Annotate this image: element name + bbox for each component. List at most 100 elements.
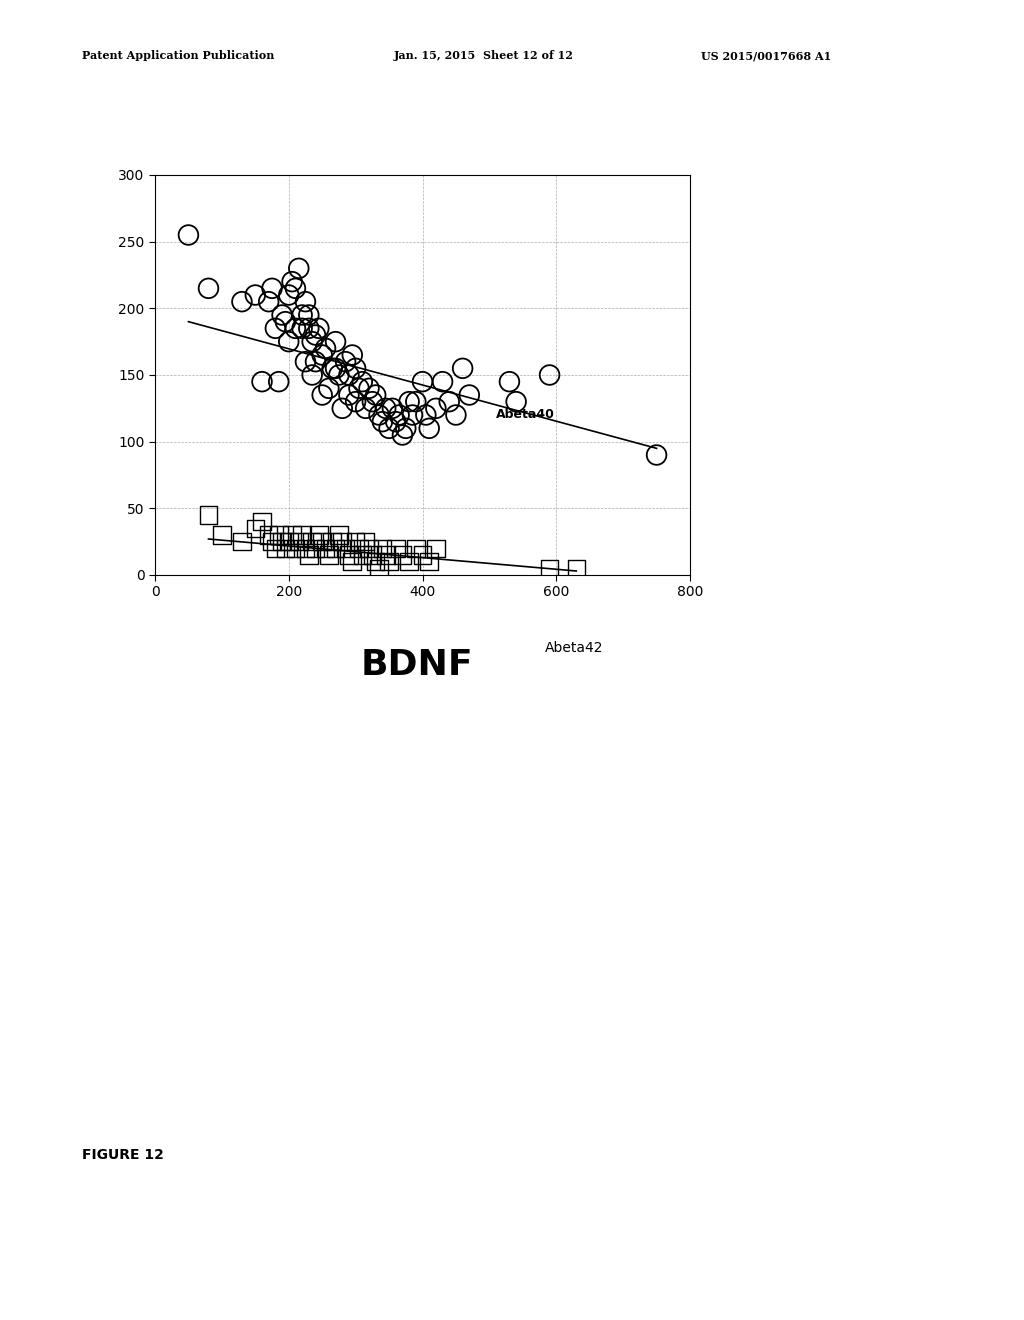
Point	[408, 391, 424, 412]
Point	[281, 331, 297, 352]
Point	[347, 358, 364, 379]
Point	[307, 325, 324, 346]
Point	[461, 384, 477, 405]
Point	[301, 305, 317, 326]
Point	[314, 345, 331, 366]
Point	[294, 524, 310, 545]
Point	[337, 351, 353, 372]
Text: US 2015/0017668 A1: US 2015/0017668 A1	[701, 50, 831, 61]
Point	[347, 531, 364, 552]
Point	[394, 425, 411, 446]
Point	[314, 531, 331, 552]
Point	[371, 558, 387, 579]
Point	[387, 537, 403, 558]
Point	[351, 378, 368, 399]
Point	[378, 544, 394, 565]
Point	[421, 417, 437, 438]
Text: FIGURE 12: FIGURE 12	[82, 1148, 164, 1163]
Point	[368, 552, 384, 573]
Point	[408, 537, 424, 558]
Point	[508, 391, 524, 412]
Point	[273, 305, 290, 326]
Point	[201, 504, 217, 525]
Point	[501, 371, 517, 392]
Point	[428, 537, 444, 558]
Point	[360, 378, 377, 399]
Point	[321, 378, 337, 399]
Point	[304, 331, 321, 352]
Text: Jan. 15, 2015  Sheet 12 of 12: Jan. 15, 2015 Sheet 12 of 12	[394, 50, 574, 61]
Point	[455, 358, 471, 379]
Point	[434, 371, 451, 392]
Point	[247, 517, 263, 539]
Point	[321, 544, 337, 565]
Point	[404, 404, 421, 425]
Point	[254, 511, 270, 532]
Point	[260, 292, 276, 313]
Point	[297, 351, 313, 372]
Point	[441, 391, 458, 412]
Point	[284, 524, 300, 545]
Point	[294, 318, 310, 339]
Point	[288, 318, 304, 339]
Point	[374, 537, 390, 558]
Point	[291, 531, 307, 552]
Point	[314, 384, 331, 405]
Point	[284, 271, 300, 292]
Point	[270, 524, 287, 545]
Point	[328, 537, 344, 558]
Point	[387, 411, 403, 432]
Point	[447, 404, 464, 425]
Point	[233, 531, 250, 552]
Point	[331, 524, 347, 545]
Point	[334, 531, 350, 552]
Point	[394, 544, 411, 565]
Point	[297, 292, 313, 313]
Point	[307, 537, 324, 558]
Point	[291, 257, 307, 279]
Point	[542, 364, 558, 385]
Point	[354, 371, 371, 392]
Text: Abeta42: Abeta42	[546, 642, 604, 655]
Point	[344, 345, 360, 366]
Point	[568, 558, 585, 579]
Point	[233, 292, 250, 313]
Point	[384, 397, 400, 418]
Point	[317, 338, 334, 359]
Text: Abeta40: Abeta40	[496, 408, 555, 421]
Point	[341, 364, 357, 385]
Text: BDNF: BDNF	[361, 648, 474, 681]
Point	[378, 397, 394, 418]
Point	[247, 284, 263, 305]
Point	[304, 531, 321, 552]
Point	[381, 552, 397, 573]
Point	[354, 544, 371, 565]
Point	[344, 552, 360, 573]
Point	[301, 544, 317, 565]
Point	[307, 351, 324, 372]
Point	[270, 371, 287, 392]
Point	[310, 524, 327, 545]
Point	[260, 524, 276, 545]
Point	[288, 277, 304, 298]
Point	[301, 318, 317, 339]
Point	[264, 531, 281, 552]
Point	[324, 531, 340, 552]
Point	[267, 318, 284, 339]
Point	[365, 391, 381, 412]
Point	[273, 531, 290, 552]
Point	[351, 537, 368, 558]
Point	[368, 384, 384, 405]
Point	[371, 404, 387, 425]
Point	[428, 397, 444, 418]
Point	[381, 417, 397, 438]
Point	[281, 531, 297, 552]
Point	[201, 277, 217, 298]
Point	[401, 552, 418, 573]
Point	[415, 371, 431, 392]
Point	[357, 531, 374, 552]
Point	[401, 391, 418, 412]
Point	[278, 537, 294, 558]
Point	[328, 358, 344, 379]
Point	[337, 537, 353, 558]
